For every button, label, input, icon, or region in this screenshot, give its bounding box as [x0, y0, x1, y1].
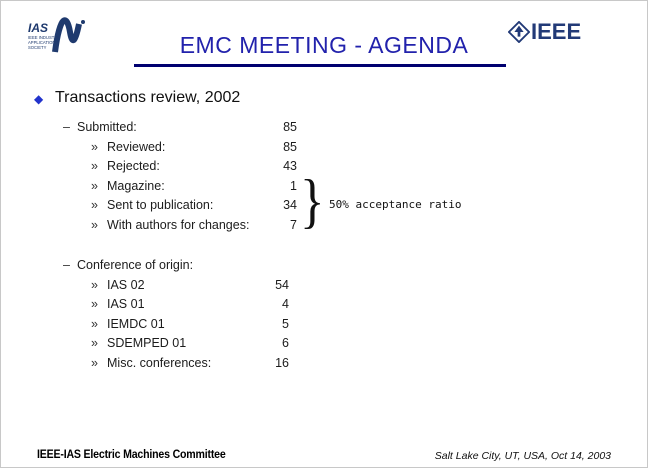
list-item-reviewed: » Reviewed: 85: [1, 140, 647, 157]
page-title: EMC MEETING - AGENDA: [179, 32, 469, 58]
ias-logo-caption-1: IEEE INDUSTRY: [28, 35, 60, 40]
ias-logo-caption-2: APPLICATIONS: [28, 40, 58, 45]
item-value: 85: [283, 120, 297, 134]
ias-wave-dot: [81, 20, 85, 24]
item-value: 6: [282, 336, 289, 350]
footer-location-date: Salt Lake City, UT, USA, Oct 14, 2003: [434, 450, 611, 462]
chevron-bullet-icon: »: [91, 297, 98, 311]
item-value: 43: [283, 159, 297, 173]
chevron-bullet-icon: »: [91, 140, 98, 154]
grouping-brace: }: [300, 168, 325, 234]
list-item-sdemped-01: » SDEMPED 01 6: [1, 336, 647, 353]
list-item-misc-conferences: » Misc. conferences: 16: [1, 356, 647, 373]
item-label: Rejected:: [107, 159, 160, 173]
item-label: Misc. conferences:: [107, 356, 212, 370]
list-item-rejected: » Rejected: 43: [1, 159, 647, 176]
item-label: IAS 01: [107, 297, 145, 311]
ias-logo-acronym: IAS: [28, 21, 48, 35]
chevron-bullet-icon: »: [91, 336, 98, 350]
item-label: Reviewed:: [107, 140, 166, 154]
ias-wave-glyph: [52, 17, 82, 53]
item-label: Sent to publication:: [107, 198, 214, 212]
list-item-sent-to-publication: » Sent to publication: 34: [1, 198, 647, 215]
ias-logo: IAS IEEE INDUSTRY APPLICATIONS SOCIETY: [28, 17, 85, 53]
ieee-wordmark: IEEE: [531, 19, 582, 44]
ieee-kite-icon: [508, 21, 530, 43]
item-value: 5: [282, 317, 289, 331]
chevron-bullet-icon: »: [91, 198, 98, 212]
chevron-bullet-icon: »: [91, 218, 98, 232]
item-label: IAS 02: [107, 278, 145, 292]
footer-committee: IEEE-IAS Electric Machines Committee: [37, 449, 226, 461]
list-item-with-authors: » With authors for changes: 7: [1, 218, 647, 235]
ieee-logo: IEEE: [508, 20, 581, 44]
chevron-bullet-icon: »: [91, 278, 98, 292]
chevron-bullet-icon: »: [91, 356, 98, 370]
item-value: 85: [283, 140, 297, 154]
item-value: 7: [290, 218, 297, 232]
dash-bullet-icon: –: [63, 120, 70, 134]
acceptance-ratio-note: 50% acceptance ratio: [329, 198, 462, 211]
chevron-bullet-icon: »: [91, 317, 98, 331]
list-item-submitted: – Submitted: 85: [1, 120, 647, 137]
list-item-magazine: » Magazine: 1: [1, 179, 647, 196]
chevron-bullet-icon: »: [91, 179, 98, 193]
item-label: Conference of origin:: [77, 258, 194, 272]
chevron-bullet-icon: »: [91, 159, 98, 173]
list-item-ias-02: » IAS 02 54: [1, 278, 647, 295]
item-value: 4: [282, 297, 289, 311]
list-item-ias-01: » IAS 01 4: [1, 297, 647, 314]
item-label: SDEMPED 01: [107, 336, 187, 350]
dash-bullet-icon: –: [63, 258, 70, 272]
item-value: 1: [290, 179, 297, 193]
ias-logo-caption-3: SOCIETY: [28, 45, 47, 50]
diamond-bullet-icon: ◆: [34, 92, 44, 106]
agenda-heading-row: ◆ Transactions review, 2002: [1, 89, 647, 109]
list-item-conference-of-origin: – Conference of origin:: [1, 258, 647, 275]
item-label: Magazine:: [107, 179, 165, 193]
item-label: IEMDC 01: [107, 317, 165, 331]
item-value: 16: [275, 356, 289, 370]
item-label: With authors for changes:: [107, 218, 250, 232]
list-item-iemdc-01: » IEMDC 01 5: [1, 317, 647, 334]
item-value: 54: [275, 278, 289, 292]
agenda-heading: Transactions review, 2002: [55, 89, 241, 106]
item-value: 34: [283, 198, 297, 212]
item-label: Submitted:: [77, 120, 137, 134]
title-underline: [134, 64, 506, 67]
